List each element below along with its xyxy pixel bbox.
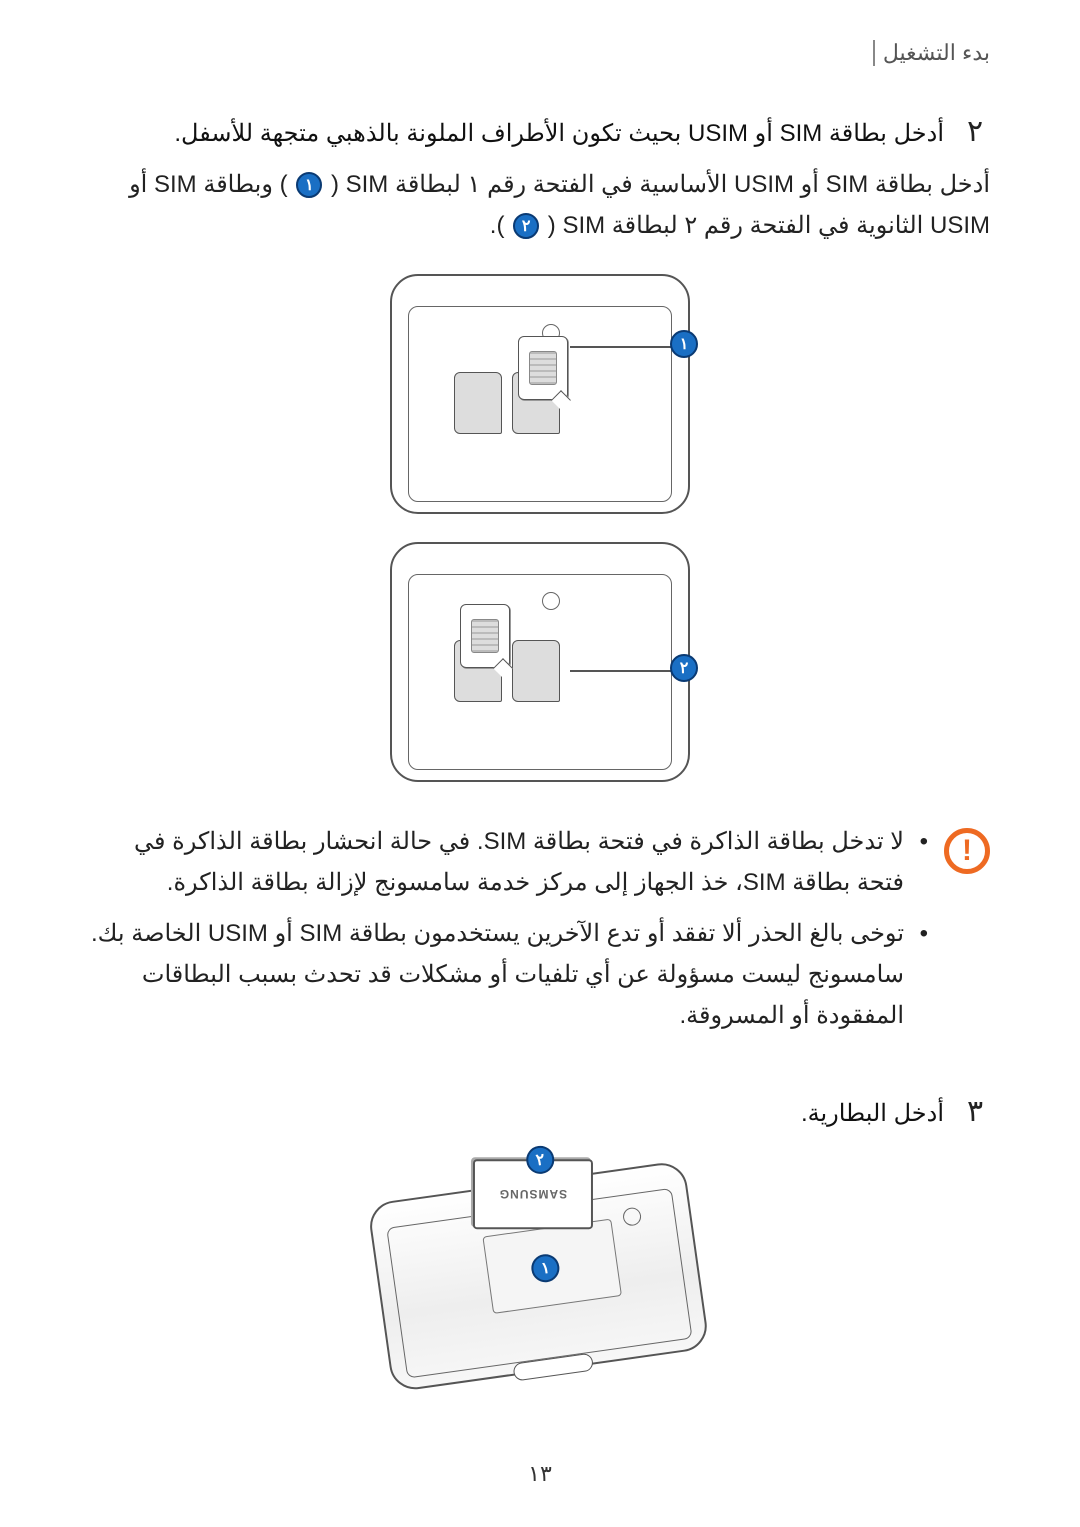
badge-2-inline: ٢ (513, 213, 539, 239)
breadcrumb: بدء التشغيل (90, 40, 990, 66)
step-3: ٣ أدخل البطارية. (90, 1094, 990, 1135)
step-3-number: ٣ (960, 1094, 990, 1135)
warning-item-1: لا تدخل بطاقة الذاكرة في فتحة بطاقة SIM.… (90, 822, 928, 904)
diagram-battery-insert: SAMSUNG ٢ ١ (90, 1163, 990, 1383)
step-2-number: ٢ (960, 114, 990, 155)
badge-1-inline: ١ (296, 172, 322, 198)
callout-badge-1: ١ (670, 330, 698, 358)
sim-card-2 (460, 604, 510, 668)
step-2: ٢ أدخل بطاقة SIM أو USIM بحيث تكون الأطر… (90, 114, 990, 155)
step-3-text: أدخل البطارية. (801, 1094, 944, 1135)
warning-icon: ! (944, 828, 990, 874)
step-2-text: أدخل بطاقة SIM أو USIM بحيث تكون الأطراف… (174, 114, 944, 155)
page-number: ١٣ (0, 1461, 1080, 1487)
sub-line-1: أدخل بطاقة SIM أو USIM الأساسية في الفتح… (331, 171, 990, 198)
phone-outline-2 (390, 542, 690, 782)
breadcrumb-divider (873, 40, 875, 66)
callout-badge-2: ٢ (670, 654, 698, 682)
phone-outline-1 (390, 274, 690, 514)
breadcrumb-text: بدء التشغيل (883, 40, 990, 66)
step-2-subtext: أدخل بطاقة SIM أو USIM الأساسية في الفتح… (90, 165, 990, 247)
sim-card-1 (518, 336, 568, 400)
diagram-sim-insert: ١ ٢ (90, 274, 990, 782)
warning-item-2: توخى بالغ الحذر ألا تفقد أو تدع الآخرين … (90, 914, 928, 1036)
sub-line-3: ). (490, 212, 505, 239)
warning-callout: ! لا تدخل بطاقة الذاكرة في فتحة بطاقة SI… (90, 822, 990, 1046)
